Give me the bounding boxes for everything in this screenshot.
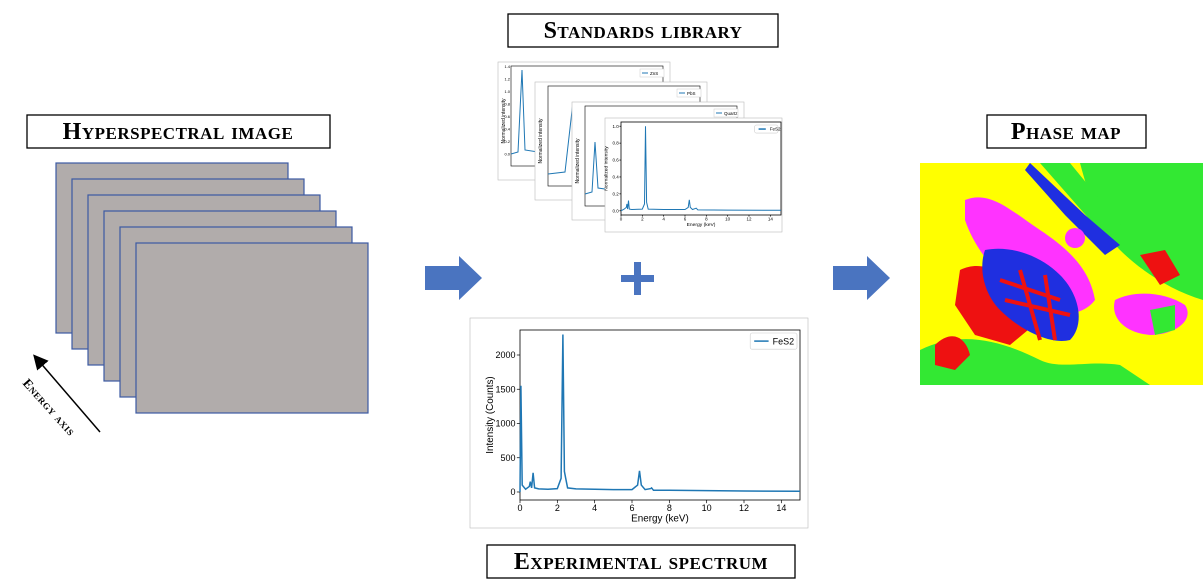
y-axis-label: Intensity (Counts) <box>485 376 496 453</box>
x-tick-label: 8 <box>667 503 672 513</box>
x-tick-label: 14 <box>768 216 774 221</box>
x-axis-label: Energy (keV) <box>687 222 716 228</box>
x-tick-label: 12 <box>739 503 749 513</box>
y-tick-label: 1500 <box>495 384 515 394</box>
y-tick-label: 0.4 <box>612 175 619 180</box>
y-tick-label: 0.2 <box>504 139 510 144</box>
y-axis-label: Normalized intensity <box>575 138 581 184</box>
phase-map <box>920 163 1203 385</box>
y-axis-label: Normalized intensity <box>538 118 544 164</box>
y-tick-label: 0.0 <box>504 152 510 157</box>
experimental-title: Experimental spectrum <box>514 549 768 575</box>
x-tick-label: 10 <box>725 216 731 221</box>
plus-sign <box>621 262 654 295</box>
y-tick-label: 2000 <box>495 350 515 360</box>
y-tick-label: 0.6 <box>504 114 510 119</box>
image-stack <box>56 163 368 413</box>
y-tick-label: 0.2 <box>612 191 619 196</box>
diagram: Hyperspectral image Energy axis Standard… <box>0 0 1203 580</box>
legend-label: FeS2 <box>773 336 795 346</box>
x-tick-label: 12 <box>746 216 752 221</box>
x-tick-label: 4 <box>592 503 597 513</box>
energy-axis-label: Energy axis <box>20 375 79 438</box>
legend-label: ZnS <box>650 71 658 76</box>
flow-arrow <box>425 256 482 300</box>
y-tick-label: 0.4 <box>504 127 510 132</box>
y-tick-label: 0.0 <box>612 208 619 213</box>
flow-arrow <box>833 256 890 300</box>
y-tick-label: 500 <box>500 453 515 463</box>
y-tick-label: 0 <box>510 487 515 497</box>
standards-charts: Normalized intensity ZnS 1.4 1.2 1.0 0.8 0.6 0.… <box>498 62 782 232</box>
x-axis-label: Energy (keV) <box>631 514 689 525</box>
hyperspectral-title: Hyperspectral image <box>63 119 294 145</box>
y-tick-label: 0.8 <box>612 141 619 146</box>
y-tick-label: 1.0 <box>612 124 619 129</box>
y-tick-label: 1.0 <box>504 89 510 94</box>
standards-title: Standards library <box>544 18 743 44</box>
experimental-chart: 0 2 4 6 8 10 12 14 0 500 1000 1500 2000 Energy (keV) I… <box>470 318 808 528</box>
y-tick-label: 1.2 <box>504 77 510 82</box>
y-axis-label: Normalized intensity <box>604 146 610 191</box>
x-tick-label: 10 <box>702 503 712 513</box>
legend-label: Quartz <box>724 111 738 116</box>
phase-map-title: Phase map <box>1011 119 1121 145</box>
y-tick-label: 1.4 <box>504 64 510 69</box>
x-tick-label: 14 <box>776 503 786 513</box>
x-tick-label: 2 <box>555 503 560 513</box>
y-tick-label: 0.6 <box>612 158 619 163</box>
y-tick-label: 1000 <box>495 419 515 429</box>
x-tick-label: 0 <box>517 503 522 513</box>
legend-label: PbS <box>687 91 696 96</box>
legend-label: FeS2 <box>770 127 781 132</box>
x-tick-label: 6 <box>629 503 634 513</box>
y-tick-label: 0.8 <box>504 102 510 107</box>
